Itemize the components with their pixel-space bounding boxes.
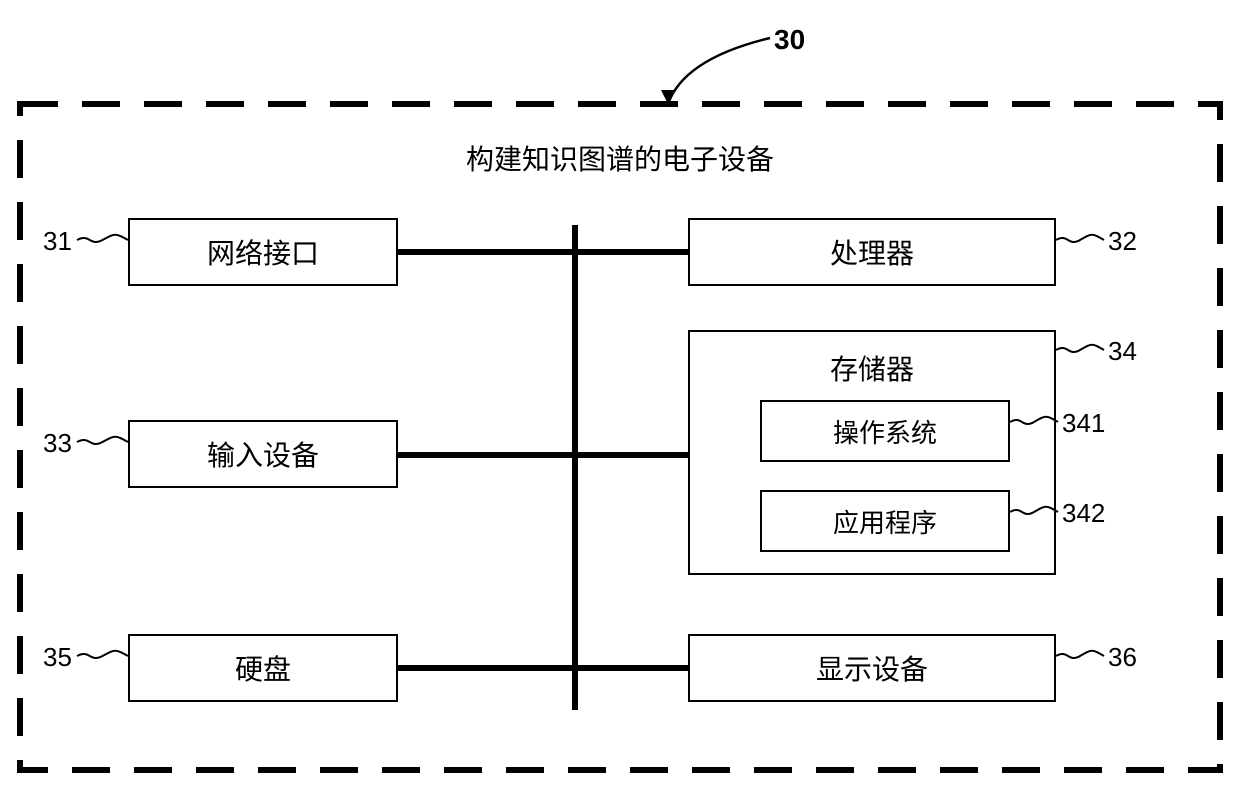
outer-ref-label: 30	[774, 24, 805, 56]
diagram-canvas: 30 构建知识图谱的电子设备 网络接口 31 处理器 32 输入设备 33 存储器 34 操作系…	[0, 0, 1240, 791]
node-34-label: 存储器	[830, 348, 914, 388]
node-32: 处理器	[688, 218, 1056, 286]
ref-label-32: 32	[1108, 226, 1137, 257]
node-33: 输入设备	[128, 420, 398, 488]
ref-label-36: 36	[1108, 642, 1137, 673]
node-36-label: 显示设备	[816, 648, 928, 688]
ref-label-33: 33	[43, 428, 72, 459]
ref-label-342: 342	[1062, 498, 1105, 529]
node-35-label: 硬盘	[235, 648, 291, 688]
node-342: 应用程序	[760, 490, 1010, 552]
node-32-label: 处理器	[830, 232, 914, 272]
node-33-label: 输入设备	[207, 434, 319, 474]
node-342-label: 应用程序	[833, 503, 937, 540]
ref-label-341: 341	[1062, 408, 1105, 439]
node-31: 网络接口	[128, 218, 398, 286]
ref-label-31: 31	[43, 226, 72, 257]
node-341: 操作系统	[760, 400, 1010, 462]
ref-label-35: 35	[43, 642, 72, 673]
node-35: 硬盘	[128, 634, 398, 702]
node-341-label: 操作系统	[833, 413, 937, 450]
diagram-title: 构建知识图谱的电子设备	[466, 138, 774, 178]
node-36: 显示设备	[688, 634, 1056, 702]
ref-label-34: 34	[1108, 336, 1137, 367]
node-31-label: 网络接口	[207, 232, 319, 272]
